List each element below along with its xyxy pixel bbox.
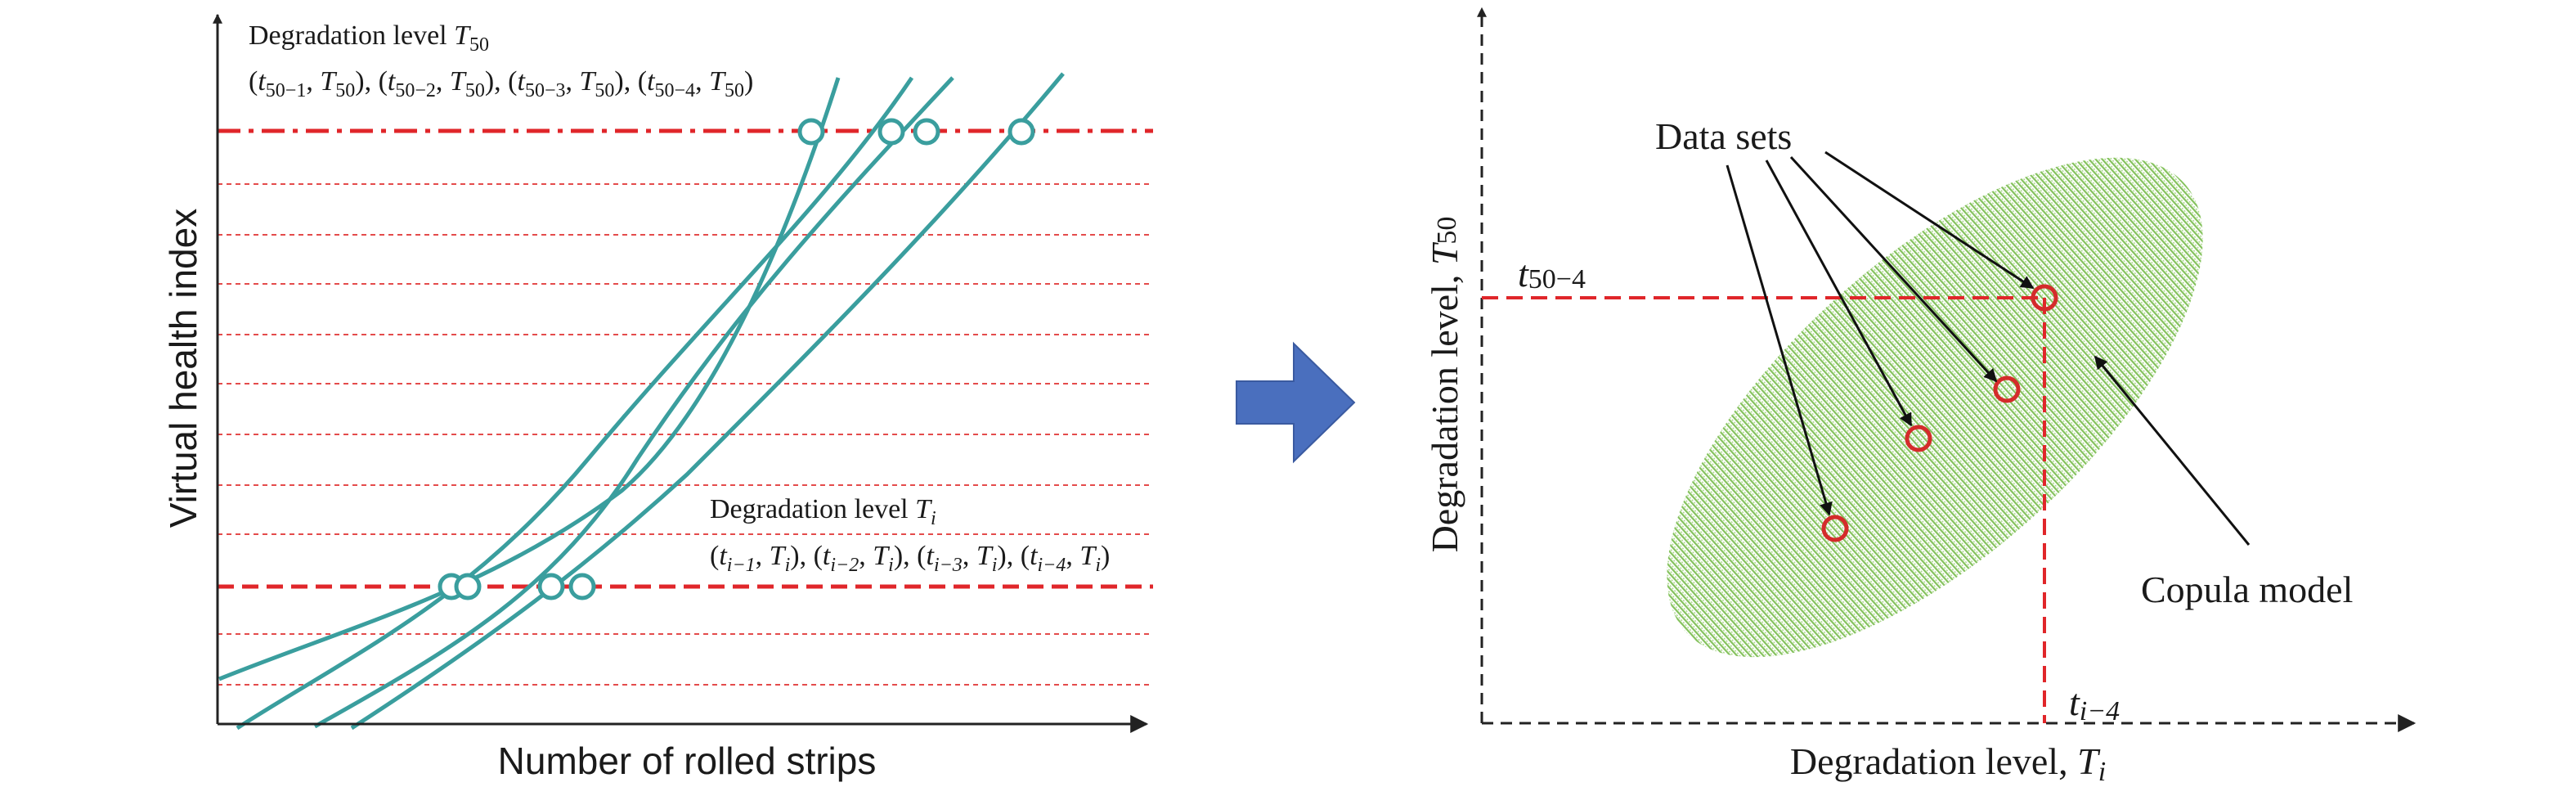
data-set-point bbox=[2031, 284, 2058, 312]
degradation-curve-2 bbox=[236, 76, 914, 731]
degradation-curve-4 bbox=[350, 72, 1065, 731]
crossing-marker bbox=[537, 573, 565, 600]
lower-level-tuples: (ti−1, Ti), (ti−2, Ti), (ti−3, Ti), (ti−… bbox=[710, 541, 1110, 576]
crossing-marker bbox=[568, 573, 596, 600]
copula-callout bbox=[2094, 355, 2251, 546]
threshold-crossing-markers bbox=[438, 118, 1035, 600]
data-set-point bbox=[1905, 425, 1932, 452]
x-marker-label: ti−4 bbox=[2069, 681, 2120, 726]
right-x-axis-title: Degradation level, Ti bbox=[1790, 740, 2106, 787]
right-panel: Data sets Copula model t50−4 ti−4 Degrad… bbox=[1424, 7, 2417, 787]
crossing-marker bbox=[797, 118, 825, 146]
data-set-point bbox=[1993, 376, 2021, 403]
data-set-points bbox=[1821, 284, 2058, 542]
left-y-axis-title: Virtual health index bbox=[162, 209, 204, 528]
left-panel: Virtual health index Number of rolled st… bbox=[162, 13, 1153, 782]
crossing-marker bbox=[913, 118, 940, 146]
crossing-marker bbox=[1008, 118, 1035, 146]
right-arrow-icon bbox=[1236, 341, 1356, 464]
data-sets-label: Data sets bbox=[1655, 115, 1792, 157]
grid-lines bbox=[218, 183, 1153, 686]
right-y-axis-title: Degradation level, T50 bbox=[1424, 217, 1465, 553]
data-set-point bbox=[1821, 515, 1849, 542]
y-marker-label: t50−4 bbox=[1518, 253, 1586, 295]
upper-level-tuples: (t50−1, T50), (t50−2, T50), (t50−3, T50)… bbox=[249, 66, 753, 101]
copula-ellipse bbox=[1667, 157, 2203, 658]
copula-model-label: Copula model bbox=[2141, 569, 2353, 610]
crossing-marker bbox=[877, 118, 905, 146]
left-x-axis-title: Number of rolled strips bbox=[498, 740, 877, 782]
degradation-curves bbox=[218, 72, 1065, 731]
crossing-marker bbox=[454, 573, 482, 600]
degradation-curve-3 bbox=[313, 76, 954, 729]
upper-level-title: Degradation level T50 bbox=[249, 20, 489, 56]
data-sets-callouts bbox=[1726, 151, 2035, 516]
lower-level-title: Degradation level Ti bbox=[710, 494, 936, 529]
